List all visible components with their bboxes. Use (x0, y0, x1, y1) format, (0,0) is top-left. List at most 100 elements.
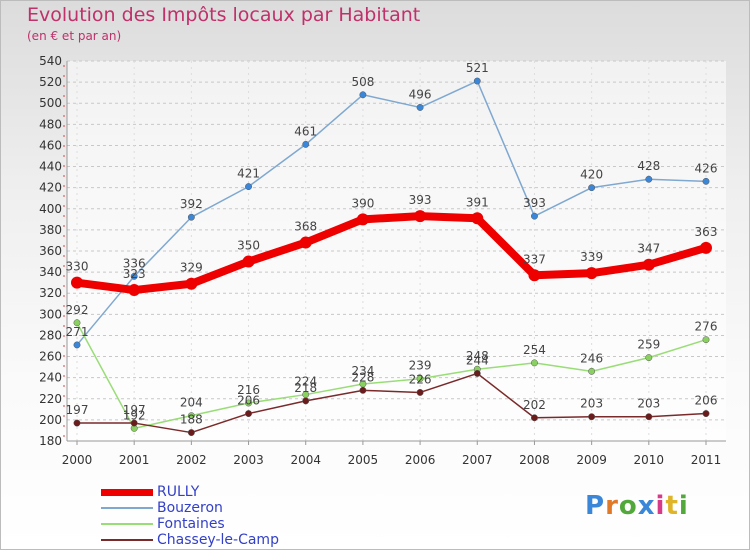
data-label: 197 (66, 403, 89, 417)
data-label: 292 (66, 303, 89, 317)
logo-letter: x (637, 491, 656, 521)
data-point (528, 269, 541, 282)
data-label: 363 (695, 225, 718, 239)
data-point (299, 236, 312, 249)
legend-swatch-fontaines (101, 523, 153, 525)
data-label: 271 (66, 325, 89, 339)
y-tick-label: 240 (39, 371, 62, 385)
data-point (531, 359, 538, 367)
data-point (645, 413, 653, 421)
data-label: 496 (409, 87, 432, 101)
data-label: 337 (523, 252, 546, 266)
data-point (642, 258, 655, 271)
data-label: 368 (294, 220, 317, 234)
data-point (473, 77, 481, 85)
data-label: 203 (637, 397, 660, 411)
data-label: 392 (180, 197, 203, 211)
data-label: 336 (123, 256, 146, 270)
data-label: 390 (351, 196, 374, 210)
data-point (416, 375, 424, 383)
x-tick-label: 2001 (119, 453, 150, 467)
data-label: 203 (580, 397, 603, 411)
x-tick-label: 2009 (576, 453, 607, 467)
x-tick-label: 2006 (405, 453, 436, 467)
y-tick-label: 200 (39, 413, 62, 427)
data-label: 218 (294, 381, 317, 395)
data-label: 192 (123, 408, 146, 422)
logo-letter: i (678, 491, 689, 521)
data-point (416, 388, 424, 396)
data-point (302, 397, 310, 405)
y-tick-label: 380 (39, 223, 62, 237)
logo-letter: P (585, 491, 606, 521)
y-tick-label: 320 (39, 286, 62, 300)
data-point (414, 210, 427, 223)
y-tick-label: 540 (39, 54, 62, 68)
data-point (588, 413, 596, 421)
data-point (73, 419, 81, 427)
data-label: 206 (695, 394, 718, 408)
data-label: 420 (580, 168, 603, 182)
data-label: 323 (123, 267, 146, 281)
x-tick-label: 2011 (691, 453, 722, 467)
data-point (531, 414, 538, 422)
data-point (702, 177, 710, 185)
y-tick-label: 180 (39, 434, 62, 448)
legend-label-bouzeron: Bouzeron (157, 500, 223, 516)
data-label: 202 (523, 398, 546, 412)
y-tick-label: 460 (39, 138, 62, 152)
data-point (242, 255, 255, 268)
data-label: 248 (466, 349, 489, 363)
data-point (187, 213, 195, 221)
series-line-fontaines (76, 322, 707, 430)
data-point (187, 412, 195, 420)
data-label: 204 (180, 396, 203, 410)
data-point (187, 429, 195, 437)
data-label: 197 (123, 403, 146, 417)
data-label: 188 (180, 413, 203, 427)
legend-swatch-rully (101, 489, 153, 496)
data-point (471, 212, 484, 225)
data-point (702, 336, 710, 344)
y-tick-label: 260 (39, 350, 62, 364)
data-point (588, 367, 596, 375)
data-point (245, 183, 252, 191)
data-label: 391 (466, 195, 489, 209)
data-label: 347 (637, 242, 660, 256)
y-tick-label: 500 (39, 96, 62, 110)
data-label: 339 (580, 250, 603, 264)
x-tick-label: 2003 (233, 453, 264, 467)
data-label: 393 (523, 196, 546, 210)
data-point (416, 103, 424, 111)
y-tick-label: 280 (39, 328, 62, 342)
data-label: 428 (637, 159, 660, 173)
legend-swatch-bouzeron (101, 507, 153, 509)
data-label: 276 (695, 320, 718, 334)
data-label: 421 (237, 167, 260, 181)
data-label: 393 (409, 193, 432, 207)
data-point (302, 140, 310, 148)
data-point (700, 241, 712, 254)
data-point (130, 419, 138, 427)
data-label: 228 (351, 370, 374, 384)
chart-title: Evolution des Impôts locaux par Habitant (27, 4, 421, 26)
data-point (702, 410, 710, 418)
series-line-chassey-le-camp (76, 372, 707, 434)
legend-label-rully: RULLY (157, 484, 200, 500)
x-tick-label: 2007 (462, 453, 493, 467)
data-label: 426 (695, 161, 718, 175)
data-label: 508 (351, 75, 374, 89)
data-point (588, 184, 596, 192)
y-tick-label: 520 (39, 75, 62, 89)
data-point (185, 277, 198, 290)
x-tick-label: 2005 (348, 453, 379, 467)
data-label: 330 (66, 260, 89, 274)
logo-letter: t (665, 491, 679, 521)
y-tick-label: 400 (39, 202, 62, 216)
data-label: 244 (466, 353, 489, 367)
data-label: 224 (294, 375, 317, 389)
y-tick-label: 420 (39, 181, 62, 195)
y-tick-label: 480 (39, 117, 62, 131)
data-point (359, 91, 367, 99)
